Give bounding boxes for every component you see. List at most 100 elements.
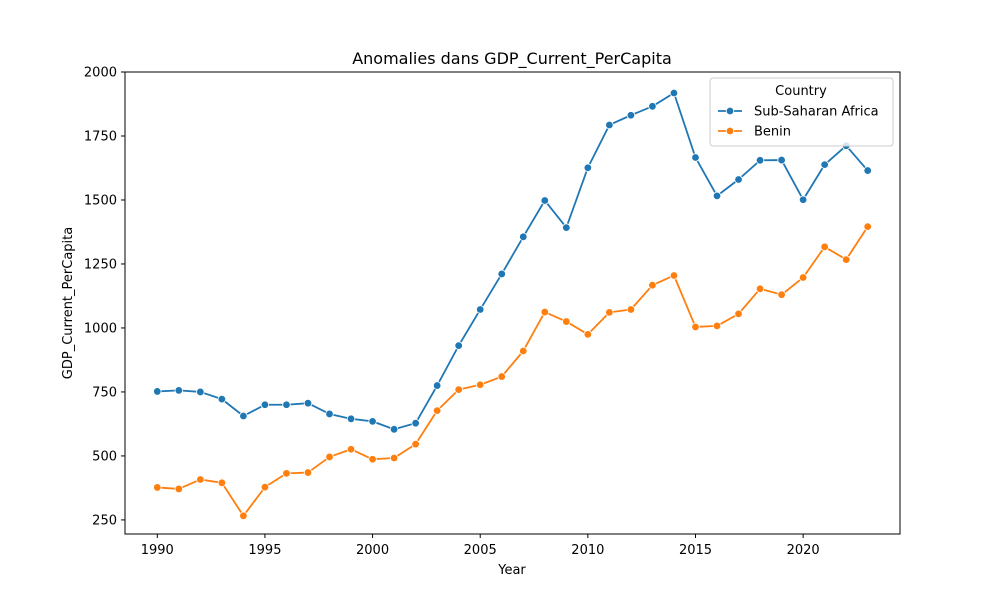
data-point [368, 417, 377, 426]
x-tick-label: 2005 [464, 543, 497, 558]
data-point [605, 120, 614, 130]
data-point [153, 483, 162, 492]
data-point [519, 346, 528, 356]
data-point [454, 341, 463, 350]
legend-swatch-marker [725, 106, 735, 116]
data-point [346, 414, 356, 424]
data-point [497, 269, 506, 279]
data-point [562, 223, 571, 232]
data-point [454, 385, 463, 394]
data-point [777, 155, 786, 165]
legend-swatch-marker [725, 126, 735, 136]
data-point [153, 387, 162, 396]
x-tick-label: 1995 [248, 543, 281, 558]
data-point [389, 453, 399, 463]
plot-frame [124, 71, 901, 535]
data-point [260, 482, 270, 492]
data-point [239, 511, 248, 521]
legend-box [709, 77, 894, 147]
y-tick-label: 1500 [84, 193, 117, 208]
data-point [411, 418, 420, 428]
y-tick-label: 500 [92, 449, 117, 464]
data-point [174, 386, 184, 395]
data-point [648, 281, 657, 290]
y-tick-label: 750 [92, 385, 117, 400]
data-point [196, 387, 205, 397]
data-point [325, 452, 334, 462]
data-point [734, 175, 743, 184]
data-point [691, 153, 700, 162]
x-tick-label: 2000 [356, 543, 389, 558]
data-point [432, 406, 442, 415]
series-layer [153, 88, 872, 521]
data-point [691, 322, 700, 332]
data-point [734, 309, 743, 319]
series-line [157, 226, 869, 517]
data-point [540, 196, 549, 205]
y-tick-label: 1250 [84, 257, 117, 272]
series-1 [153, 222, 872, 521]
y-tick-label: 1750 [84, 129, 117, 144]
data-point [519, 232, 528, 242]
legend-title: Country [775, 84, 827, 99]
data-point [476, 305, 485, 314]
data-point [755, 156, 765, 165]
data-point [432, 381, 442, 390]
data-point [863, 166, 872, 175]
y-axis-label: GDP_Current_PerCapita [61, 227, 76, 379]
data-point [303, 468, 313, 477]
data-point [626, 111, 636, 120]
chart-title: Anomalies dans GDP_Current_PerCapita [352, 49, 672, 69]
data-point [820, 242, 829, 252]
data-point [669, 88, 679, 98]
data-point [282, 469, 291, 478]
data-point [282, 400, 291, 409]
data-point [863, 222, 872, 231]
y-tick-label: 2000 [84, 66, 117, 81]
legend-entry-label: Sub-Saharan Africa [754, 105, 879, 120]
data-point [497, 372, 506, 381]
data-point [669, 271, 679, 280]
data-point [260, 400, 270, 409]
x-tick-label: 2020 [787, 543, 820, 558]
data-point [196, 475, 205, 484]
data-point [798, 273, 808, 282]
data-point [217, 478, 227, 488]
data-point [346, 445, 356, 454]
data-point [389, 425, 399, 434]
x-tick-label: 2015 [679, 543, 712, 558]
y-tick-label: 1000 [84, 321, 117, 336]
data-point [325, 409, 334, 419]
data-point [820, 160, 829, 169]
data-point [583, 330, 593, 339]
x-axis-label: Year [497, 563, 526, 578]
data-point [841, 255, 851, 264]
data-point [712, 191, 722, 201]
data-point [798, 195, 808, 204]
data-point [476, 380, 485, 389]
data-point [755, 284, 765, 293]
data-point [626, 305, 636, 314]
data-point [303, 399, 313, 408]
x-axis: 1990 1995 2000 2005 2010 2015 2020 [141, 534, 820, 558]
data-point [583, 163, 593, 172]
x-tick-label: 1990 [141, 543, 174, 558]
data-point [648, 102, 657, 111]
data-point [562, 317, 571, 326]
x-tick-label: 2010 [571, 543, 604, 558]
data-point [411, 439, 420, 449]
y-axis: 250 500 750 1000 1250 1500 1750 2000 [84, 66, 125, 528]
legend-entry-label: Benin [754, 125, 791, 140]
data-point [605, 308, 614, 317]
data-point [174, 484, 184, 494]
legend: Country Sub-Saharan Africa Benin [709, 77, 894, 147]
y-tick-label: 250 [92, 513, 117, 528]
data-point [368, 455, 377, 464]
data-point [239, 411, 248, 421]
data-point [777, 290, 786, 299]
data-point [712, 321, 722, 331]
data-point [540, 307, 549, 317]
series-line [157, 92, 869, 431]
data-point [217, 394, 227, 404]
